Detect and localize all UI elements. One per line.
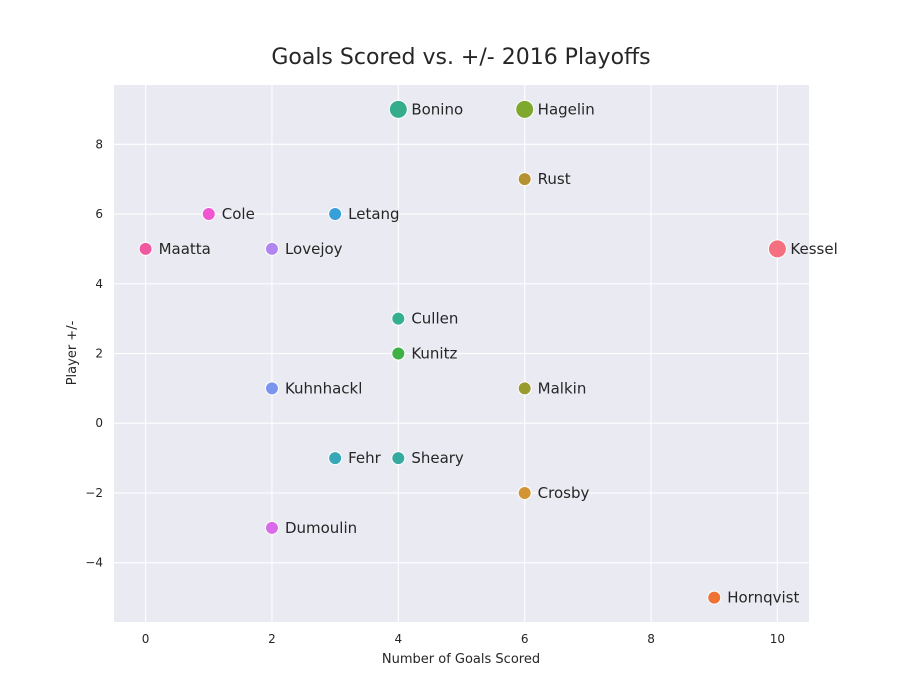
y-tick-label: 8	[95, 137, 103, 151]
point-kessel	[767, 239, 787, 259]
tick-labels: 0 2 4 6 8 10 −4 −2 0 2 4 6 8	[85, 137, 785, 646]
point-label-maatta: Maatta	[159, 240, 211, 258]
point-rust	[517, 172, 532, 187]
point-label-rust: Rust	[538, 170, 571, 188]
point-kunitz	[391, 346, 406, 361]
point-label-cullen: Cullen	[411, 310, 458, 328]
point-label-dumoulin: Dumoulin	[285, 519, 357, 537]
point-malkin	[517, 381, 532, 396]
y-tick-label: −4	[85, 556, 103, 570]
x-tick-label: 6	[521, 632, 529, 646]
point-label-fehr: Fehr	[348, 449, 382, 467]
point-label-lovejoy: Lovejoy	[285, 240, 343, 258]
point-sheary	[391, 451, 406, 466]
data-points	[138, 99, 787, 605]
point-lovejoy	[264, 241, 279, 256]
point-hornqvist	[707, 590, 722, 605]
point-bonino	[388, 99, 408, 119]
point-label-hagelin: Hagelin	[538, 100, 595, 118]
y-tick-label: −2	[85, 486, 103, 500]
point-labels: Bonino Hagelin Rust Cole Letang Maatta Lovejoy…	[159, 100, 838, 606]
x-tick-label: 10	[770, 632, 785, 646]
x-tick-label: 2	[268, 632, 276, 646]
point-hagelin	[515, 99, 535, 119]
point-dumoulin	[264, 520, 279, 535]
point-crosby	[517, 485, 532, 500]
point-label-kunitz: Kunitz	[411, 345, 457, 363]
x-tick-label: 4	[394, 632, 402, 646]
y-tick-label: 2	[95, 347, 103, 361]
y-tick-label: 6	[95, 207, 103, 221]
point-maatta	[138, 241, 153, 256]
point-label-crosby: Crosby	[538, 484, 590, 502]
point-label-letang: Letang	[348, 205, 399, 223]
point-label-sheary: Sheary	[411, 449, 464, 467]
x-axis-label: Number of Goals Scored	[382, 652, 540, 667]
y-tick-label: 0	[95, 416, 103, 430]
y-axis-label: Player +/-	[65, 320, 80, 385]
point-label-malkin: Malkin	[538, 379, 587, 397]
point-label-kessel: Kessel	[790, 240, 837, 258]
point-label-hornqvist: Hornqvist	[727, 589, 799, 607]
point-cole	[201, 207, 216, 222]
point-cullen	[391, 311, 406, 326]
x-tick-label: 8	[647, 632, 655, 646]
point-fehr	[328, 451, 343, 466]
point-label-cole: Cole	[222, 205, 255, 223]
x-tick-label: 0	[142, 632, 150, 646]
point-label-kuhnhackl: Kuhnhackl	[285, 379, 362, 397]
point-kuhnhackl	[264, 381, 279, 396]
point-letang	[328, 207, 343, 222]
chart-title: Goals Scored vs. +/- 2016 Playoffs	[271, 45, 650, 70]
point-label-bonino: Bonino	[411, 100, 463, 118]
y-tick-label: 4	[95, 277, 103, 291]
